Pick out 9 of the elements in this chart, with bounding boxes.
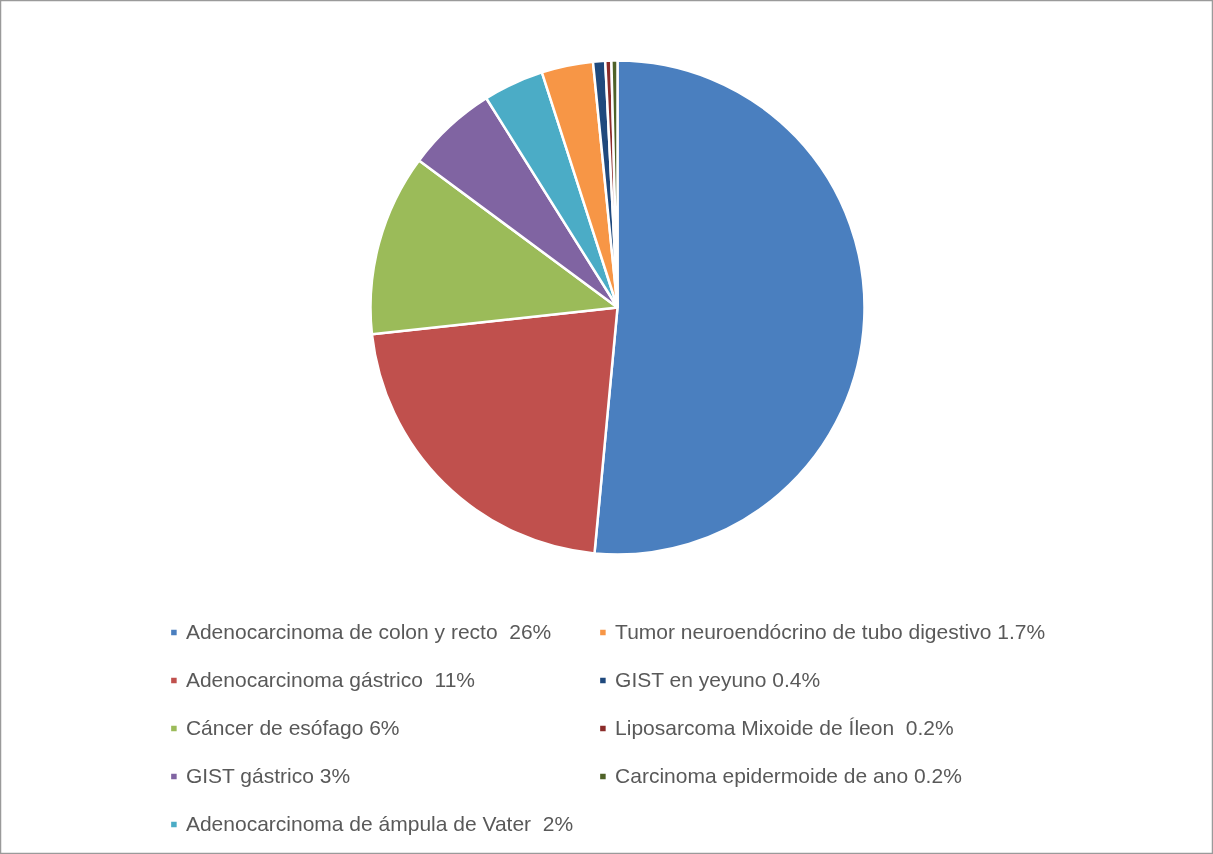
legend-label: Cáncer de esófago 6% <box>185 716 400 740</box>
legend-label: GIST gástrico 3% <box>185 764 351 788</box>
legend-label: Adenocarcinoma de colon y recto 26% <box>185 620 552 644</box>
legend-label: Carcinoma epidermoide de ano 0.2% <box>615 764 962 788</box>
legend-label: Adenocarcinoma de ámpula de Vater 2% <box>185 812 574 836</box>
legend-label: Liposarcoma Mixoide de Íleon 0.2% <box>615 716 954 740</box>
legend-label: Tumor neuroendócrino de tubo digestivo 1.7% <box>615 620 1046 644</box>
legend-label: GIST en yeyuno 0.4% <box>615 668 821 692</box>
legend-label: Adenocarcinoma gástrico 11% <box>185 668 476 692</box>
